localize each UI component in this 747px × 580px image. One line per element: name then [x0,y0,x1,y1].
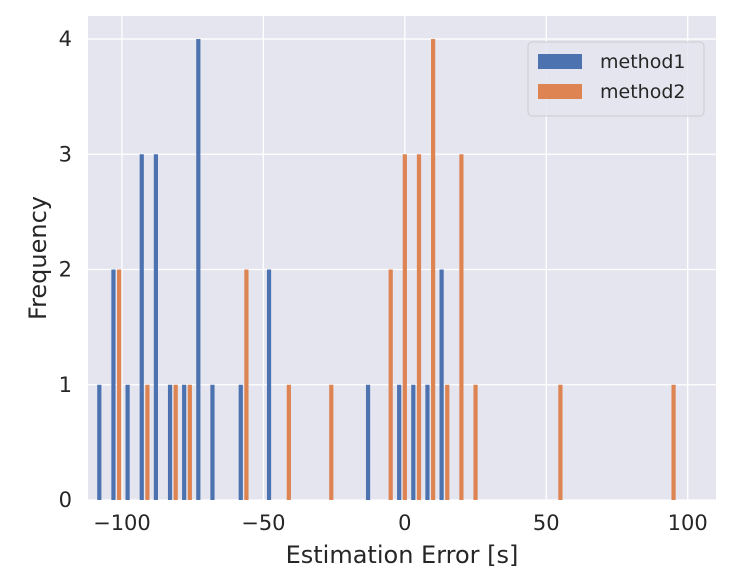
bar-method1 [411,384,416,500]
bar-method2 [244,269,249,500]
bar-method1 [439,269,444,500]
bar-method1 [425,384,430,500]
legend-swatch-method2 [538,84,582,99]
bar-method2 [473,384,478,500]
bar-method2 [145,384,150,500]
bar-method2 [286,384,291,500]
x-tick-label: −100 [93,511,151,535]
bar-method1 [210,384,215,500]
legend-label-method2: method2 [600,81,685,103]
bar-method1 [238,384,243,500]
bar-method2 [388,269,393,500]
x-tick-label: 50 [533,511,560,535]
bar-method1 [125,384,130,500]
bar-method1 [167,384,173,500]
legend-label-method1: method1 [600,51,685,73]
y-tick-label: 3 [59,142,72,166]
bar-method1 [182,384,187,500]
x-tick-label: −50 [241,511,285,535]
x-tick-label: 100 [668,511,708,535]
bar-method1 [365,384,371,500]
tick-labels: −100 −50 0 50 100 0 1 2 3 4 [59,27,708,535]
bar-method1 [97,384,102,500]
bar-method1 [266,269,272,500]
bar-method2 [416,154,422,501]
x-axis-label: Estimation Error [s] [286,541,519,569]
y-tick-label: 1 [59,373,72,397]
bar-method2 [459,154,464,501]
bar-method2 [173,384,178,500]
y-tick-label: 2 [59,258,72,282]
bar-method2 [117,269,122,500]
bars [97,39,676,501]
bar-method1 [397,384,402,500]
bar-method2 [187,384,192,500]
bar-method2 [671,384,676,500]
legend: method1 method2 [527,41,705,117]
x-tick-label: 0 [398,511,411,535]
bar-method1 [139,154,144,501]
y-tick-label: 4 [59,27,72,51]
bar-method1 [153,154,158,501]
bar-method2 [329,384,334,500]
y-axis-label: Frequency [24,196,52,320]
y-tick-label: 0 [59,488,72,512]
bar-method1 [196,39,201,501]
bar-method2 [402,154,407,501]
bar-method2 [445,384,450,500]
bar-method1 [111,269,116,500]
bar-method2 [558,384,563,500]
bar-method2 [431,39,436,501]
legend-swatch-method1 [538,54,582,69]
